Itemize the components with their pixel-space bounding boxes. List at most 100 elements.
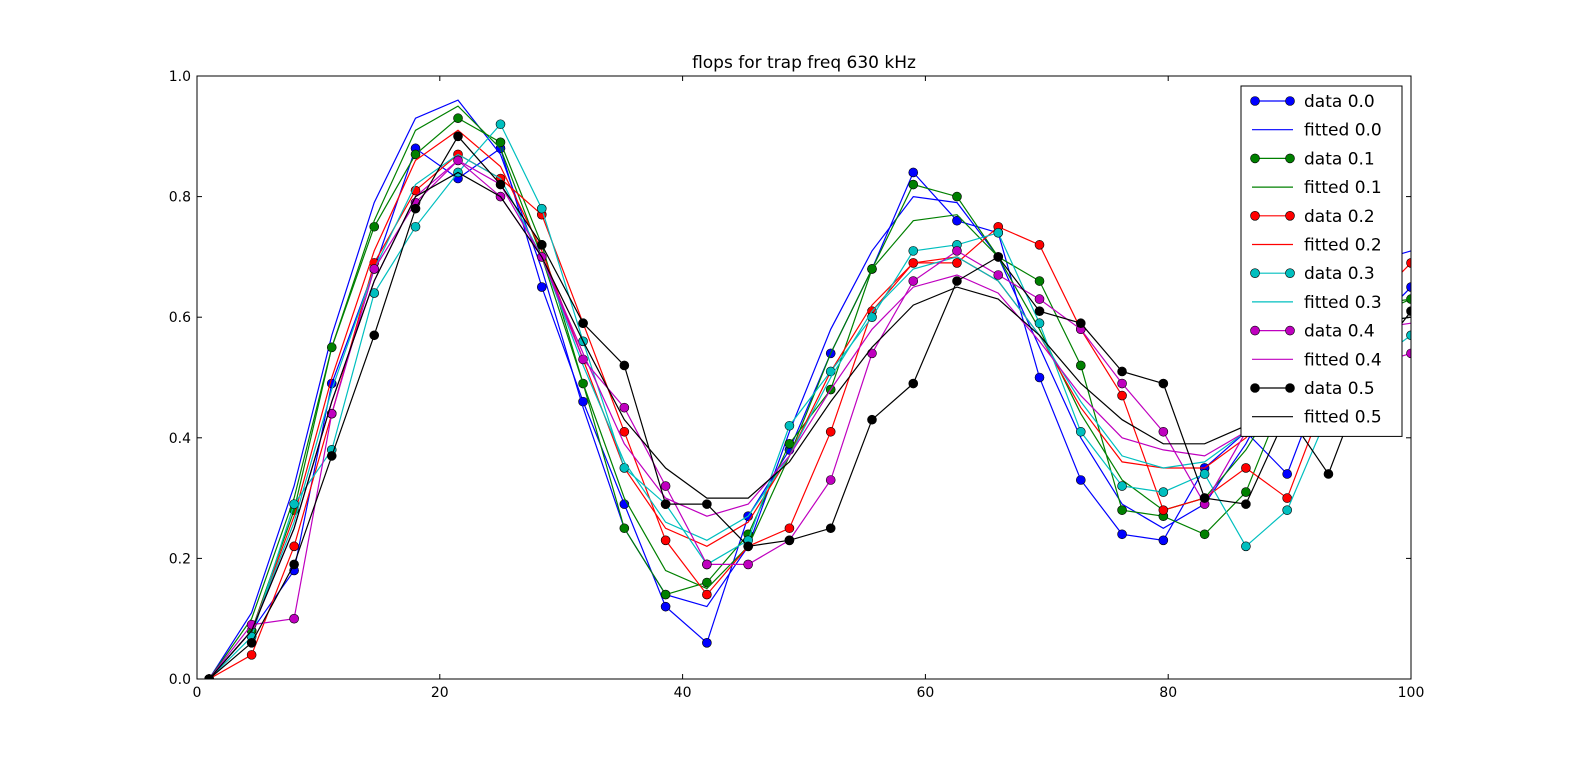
x-tick-label: 20: [431, 685, 449, 701]
data-point: [702, 638, 712, 648]
legend-box: [1240, 85, 1403, 437]
data-point: [1158, 378, 1169, 389]
data-point: [1241, 541, 1251, 552]
legend-label: fitted 0.5: [1304, 408, 1382, 428]
data-point: [1075, 318, 1086, 329]
legend-label: data 0.1: [1304, 149, 1375, 169]
series-line: [208, 123, 1411, 679]
data-point: [289, 499, 299, 509]
data-point: [326, 408, 337, 419]
data-point: [825, 523, 836, 534]
data-point: [1075, 475, 1086, 485]
series-line: [208, 147, 1411, 679]
series-line: [208, 135, 1411, 679]
legend-entry: fitted 0.5: [1252, 408, 1382, 428]
legend-entry: data 0.5: [1250, 379, 1375, 399]
x-tick-label: 40: [674, 685, 692, 701]
legend-entry: fitted 0.2: [1252, 236, 1382, 256]
data-point: [369, 330, 380, 341]
legend-entry: fitted 0.1: [1252, 178, 1382, 198]
axes-layer: 0 20 40 60 80 100 0.0 0.2 0.4 0.6 0.8 1.0: [169, 69, 1425, 701]
legend-marker: [1250, 268, 1260, 279]
data-point: [1117, 505, 1127, 515]
data-point: [702, 499, 712, 509]
data-point: [993, 252, 1004, 262]
legend-entry: fitted 0.4: [1252, 350, 1382, 370]
data-point: [410, 221, 421, 232]
data-point: [660, 589, 671, 600]
data-point: [908, 276, 919, 286]
data-point: [453, 113, 463, 124]
data-point: [1034, 372, 1045, 383]
legend-label: data 0.5: [1304, 379, 1375, 399]
legend-marker: [1250, 383, 1260, 393]
legend-label: data 0.4: [1304, 322, 1375, 342]
series-line: [208, 105, 1411, 679]
legend-marker: [1250, 211, 1260, 221]
legend-marker: [1250, 96, 1260, 106]
legend-entry: data 0.1: [1250, 149, 1375, 169]
data-point: [1241, 499, 1251, 509]
legend-entry: data 0.3: [1250, 264, 1375, 284]
legend-entry: data 0.2: [1250, 207, 1375, 227]
data-point: [495, 179, 506, 190]
data-point: [1199, 529, 1210, 540]
data-point: [908, 167, 919, 178]
data-point: [867, 348, 877, 359]
data-point: [1158, 505, 1169, 515]
legend-entry: data 0.0: [1250, 92, 1375, 112]
legend-entry: fitted 0.3: [1252, 293, 1382, 313]
data-point: [867, 414, 877, 425]
data-point: [784, 420, 795, 431]
data-point: [1199, 469, 1210, 479]
data-point: [743, 541, 753, 552]
y-tick-label: 0.6: [169, 310, 191, 326]
data-point: [1034, 294, 1045, 304]
legend-marker: [1285, 268, 1295, 279]
series-layer: [204, 99, 1411, 679]
data-point: [619, 523, 630, 534]
data-point: [908, 179, 919, 190]
data-point: [289, 541, 299, 552]
data-point: [702, 577, 712, 588]
data-point: [1117, 378, 1127, 389]
data-point: [1406, 306, 1411, 316]
data-point: [578, 318, 588, 329]
data-point: [1406, 330, 1411, 341]
data-point: [1075, 426, 1086, 437]
data-point: [1117, 366, 1127, 377]
data-point: [784, 535, 795, 546]
data-point: [369, 264, 380, 274]
data-point: [1158, 487, 1169, 497]
series-line: [208, 171, 1411, 679]
data-point: [702, 589, 712, 600]
x-tick-label: 80: [1159, 685, 1177, 701]
y-tick-label: 0.4: [169, 431, 191, 447]
data-point: [993, 227, 1004, 238]
data-point: [1323, 469, 1334, 479]
data-point: [908, 246, 919, 256]
data-point: [1117, 481, 1127, 491]
series-fitted-0-1: [208, 105, 1411, 679]
data-point: [246, 638, 257, 648]
data-point: [952, 258, 962, 268]
data-point: [1199, 493, 1210, 503]
chart-title: flops for trap freq 630 kHz: [692, 53, 916, 73]
data-point: [1241, 487, 1251, 497]
data-point: [495, 119, 506, 130]
series-line: [208, 129, 1411, 679]
legend-marker: [1285, 325, 1295, 336]
data-point: [952, 191, 962, 202]
data-point: [784, 523, 795, 534]
data-point: [289, 559, 299, 570]
data-point: [660, 481, 671, 491]
data-point: [660, 601, 671, 612]
data-point: [1282, 469, 1292, 479]
data-point: [326, 451, 337, 461]
series-line: [208, 153, 1411, 679]
data-point: [1117, 390, 1127, 401]
data-point: [993, 270, 1004, 280]
series-fitted-0-0: [208, 99, 1411, 679]
data-point: [1034, 240, 1045, 250]
series-fitted-0-5: [208, 171, 1411, 679]
